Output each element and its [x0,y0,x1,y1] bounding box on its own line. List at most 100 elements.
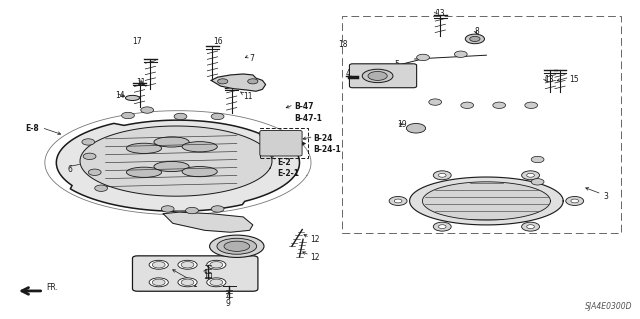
Circle shape [461,102,474,108]
Circle shape [211,206,224,212]
Circle shape [186,207,198,214]
FancyBboxPatch shape [260,130,302,156]
Text: 12: 12 [310,253,319,262]
Ellipse shape [217,238,257,254]
Circle shape [248,79,258,84]
Text: SJA4E0300D: SJA4E0300D [585,302,632,311]
Circle shape [433,171,451,180]
Circle shape [571,199,579,203]
Circle shape [259,131,272,137]
Text: 17: 17 [132,37,142,46]
Ellipse shape [149,260,168,269]
Circle shape [527,225,534,229]
Text: E-8: E-8 [26,124,39,133]
Text: 11: 11 [243,92,253,101]
Circle shape [218,79,228,84]
Text: 8: 8 [475,27,479,36]
Text: B-24: B-24 [314,134,333,143]
Text: E-2-1: E-2-1 [277,169,299,178]
Circle shape [95,185,108,191]
Text: 3: 3 [604,192,609,201]
Polygon shape [410,177,563,225]
Circle shape [394,199,402,203]
Bar [342,16,621,233]
Text: B-24-1: B-24-1 [314,145,341,154]
Text: 19: 19 [397,120,407,129]
Ellipse shape [149,278,168,287]
Text: 9: 9 [226,299,231,308]
Text: 10: 10 [204,272,213,281]
FancyBboxPatch shape [349,64,417,88]
Circle shape [525,102,538,108]
Ellipse shape [368,71,387,80]
Circle shape [389,197,407,205]
Text: 13: 13 [435,9,445,18]
Ellipse shape [182,167,218,177]
Text: 18: 18 [339,40,348,48]
Ellipse shape [210,279,223,286]
Text: E-2: E-2 [277,158,291,167]
Circle shape [122,112,134,119]
Circle shape [522,171,540,180]
Text: 6: 6 [67,165,72,174]
Text: 1: 1 [192,280,196,289]
Text: B-47-1: B-47-1 [294,114,322,122]
Text: 5: 5 [394,60,399,69]
Ellipse shape [207,260,226,269]
Circle shape [454,51,467,57]
Ellipse shape [182,142,218,152]
Polygon shape [422,182,550,220]
Circle shape [531,179,544,185]
Circle shape [82,139,95,145]
Text: 12: 12 [310,235,319,244]
Ellipse shape [125,95,140,100]
Ellipse shape [154,137,189,147]
Circle shape [433,222,451,231]
Ellipse shape [210,262,223,268]
Ellipse shape [210,235,264,257]
Text: 13: 13 [544,75,554,84]
Circle shape [417,54,429,61]
Ellipse shape [178,278,197,287]
Ellipse shape [154,161,189,172]
FancyBboxPatch shape [132,256,258,291]
Ellipse shape [127,143,161,153]
Text: 7: 7 [250,54,255,63]
Ellipse shape [127,167,161,177]
Ellipse shape [152,279,165,286]
Circle shape [429,99,442,105]
Text: 2: 2 [458,212,463,221]
Text: 14: 14 [115,91,125,100]
Circle shape [470,36,480,41]
Circle shape [566,197,584,205]
Circle shape [174,113,187,120]
Bar [260,128,308,158]
Polygon shape [56,120,300,211]
Ellipse shape [181,262,194,268]
Circle shape [438,173,446,177]
Circle shape [406,123,426,133]
Circle shape [161,206,174,212]
Text: 16: 16 [213,37,223,46]
Circle shape [261,144,274,150]
Circle shape [141,107,154,113]
Polygon shape [211,74,266,91]
Text: 4: 4 [346,69,351,78]
Circle shape [438,225,446,229]
Circle shape [522,222,540,231]
Circle shape [88,169,101,175]
Text: 15: 15 [570,75,579,84]
Ellipse shape [152,262,165,268]
Circle shape [527,173,534,177]
Ellipse shape [362,69,393,83]
Ellipse shape [181,279,194,286]
Circle shape [465,34,484,44]
Circle shape [211,113,224,120]
Circle shape [531,156,544,163]
Ellipse shape [224,241,250,251]
Text: FR.: FR. [47,283,59,292]
Polygon shape [163,212,253,232]
Text: 11: 11 [136,78,146,87]
Circle shape [493,102,506,108]
Text: B-47: B-47 [294,102,313,111]
